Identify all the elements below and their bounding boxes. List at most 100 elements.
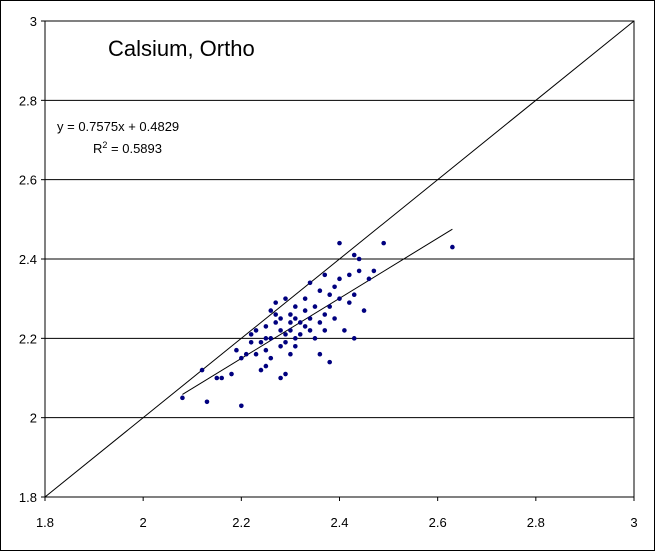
data-point-54 xyxy=(317,288,323,294)
data-point-57 xyxy=(322,272,328,278)
r-squared-superscript: 2 xyxy=(102,140,107,150)
data-point-68 xyxy=(347,272,352,278)
data-point-12 xyxy=(253,351,259,357)
data-point-1 xyxy=(199,367,205,373)
data-point-23 xyxy=(273,320,278,325)
data-point-64 xyxy=(337,276,342,282)
chart-title: Calsium, Ortho xyxy=(108,36,255,61)
data-point-41 xyxy=(293,304,298,309)
data-point-52 xyxy=(317,351,323,357)
data-point-18 xyxy=(263,336,269,341)
data-point-38 xyxy=(293,343,298,349)
data-point-49 xyxy=(307,280,313,286)
data-points xyxy=(180,240,455,409)
y-tick-label-6: 3 xyxy=(30,14,37,29)
data-point-71 xyxy=(351,252,357,258)
trendline-equation: y = 0.7575x + 0.4829 xyxy=(57,119,179,134)
data-point-8 xyxy=(239,355,244,361)
data-point-53 xyxy=(317,320,323,325)
x-tick-label-6: 3 xyxy=(630,515,637,530)
data-point-0 xyxy=(180,395,185,401)
data-point-39 xyxy=(293,336,298,341)
data-point-24 xyxy=(273,312,278,317)
data-point-15 xyxy=(258,340,264,345)
data-point-47 xyxy=(307,328,313,333)
y-tick-label-0: 1.8 xyxy=(19,490,37,505)
data-point-59 xyxy=(327,304,332,309)
data-point-72 xyxy=(356,268,362,274)
data-point-48 xyxy=(307,316,313,321)
data-point-45 xyxy=(302,308,308,313)
data-point-25 xyxy=(273,300,278,305)
data-point-10 xyxy=(248,340,254,345)
data-point-36 xyxy=(288,320,293,325)
data-point-13 xyxy=(253,328,259,333)
data-point-33 xyxy=(283,296,288,301)
data-point-14 xyxy=(258,367,264,373)
x-tick-label-3: 2.4 xyxy=(330,515,348,530)
y-tick-label-2: 2.2 xyxy=(19,331,37,346)
data-point-6 xyxy=(234,347,239,353)
data-point-30 xyxy=(283,371,288,377)
data-point-63 xyxy=(337,296,342,301)
data-point-3 xyxy=(214,375,220,381)
data-point-42 xyxy=(297,332,303,337)
data-point-51 xyxy=(312,304,318,309)
y-tick-label-5: 2.8 xyxy=(19,93,37,108)
data-point-44 xyxy=(302,324,308,329)
data-point-16 xyxy=(263,363,269,369)
data-point-32 xyxy=(283,332,288,337)
data-point-11 xyxy=(248,332,254,337)
trendline xyxy=(182,228,453,395)
x-tick-label-5: 2.8 xyxy=(527,515,545,530)
data-point-66 xyxy=(342,328,347,333)
data-point-26 xyxy=(278,375,283,381)
data-point-22 xyxy=(268,308,274,313)
data-point-9 xyxy=(243,351,249,357)
data-point-73 xyxy=(356,256,362,262)
data-point-4 xyxy=(219,375,224,381)
data-point-50 xyxy=(312,336,318,341)
data-point-5 xyxy=(229,371,234,377)
data-point-34 xyxy=(288,351,293,357)
axes xyxy=(41,20,635,501)
data-point-74 xyxy=(361,308,367,313)
data-point-29 xyxy=(278,316,283,321)
data-point-69 xyxy=(351,336,357,341)
r-squared-letter: R xyxy=(93,141,102,156)
y-tick-label-1: 2 xyxy=(30,411,37,426)
data-point-35 xyxy=(288,328,293,333)
data-point-31 xyxy=(283,340,288,345)
data-point-7 xyxy=(239,403,244,409)
data-point-77 xyxy=(381,240,386,246)
x-tick-label-4: 2.6 xyxy=(429,515,447,530)
data-point-46 xyxy=(302,296,308,301)
y-tick-label-4: 2.6 xyxy=(19,173,37,188)
data-point-40 xyxy=(293,316,298,321)
data-point-76 xyxy=(371,268,377,274)
x-tick-label-0: 1.8 xyxy=(36,515,54,530)
data-point-62 xyxy=(332,284,337,290)
data-point-56 xyxy=(322,312,328,317)
data-point-17 xyxy=(263,347,269,353)
data-point-28 xyxy=(278,328,283,333)
data-point-58 xyxy=(327,359,332,365)
x-tick-label-1: 2 xyxy=(140,515,147,530)
r-squared-value: = 0.5893 xyxy=(107,141,162,156)
reference-lines xyxy=(44,20,635,498)
data-point-60 xyxy=(327,292,332,298)
data-point-27 xyxy=(278,343,283,349)
data-point-75 xyxy=(366,276,372,282)
data-point-67 xyxy=(347,300,352,305)
data-point-61 xyxy=(332,316,337,321)
data-point-37 xyxy=(288,312,293,317)
data-point-55 xyxy=(322,328,328,333)
data-point-65 xyxy=(337,240,342,246)
y-tick-label-3: 2.4 xyxy=(19,252,37,267)
r-squared-label: R2 = 0.5893 xyxy=(93,140,162,156)
data-point-70 xyxy=(351,292,357,298)
x-tick-label-2: 2.2 xyxy=(232,515,250,530)
data-point-19 xyxy=(263,324,269,329)
